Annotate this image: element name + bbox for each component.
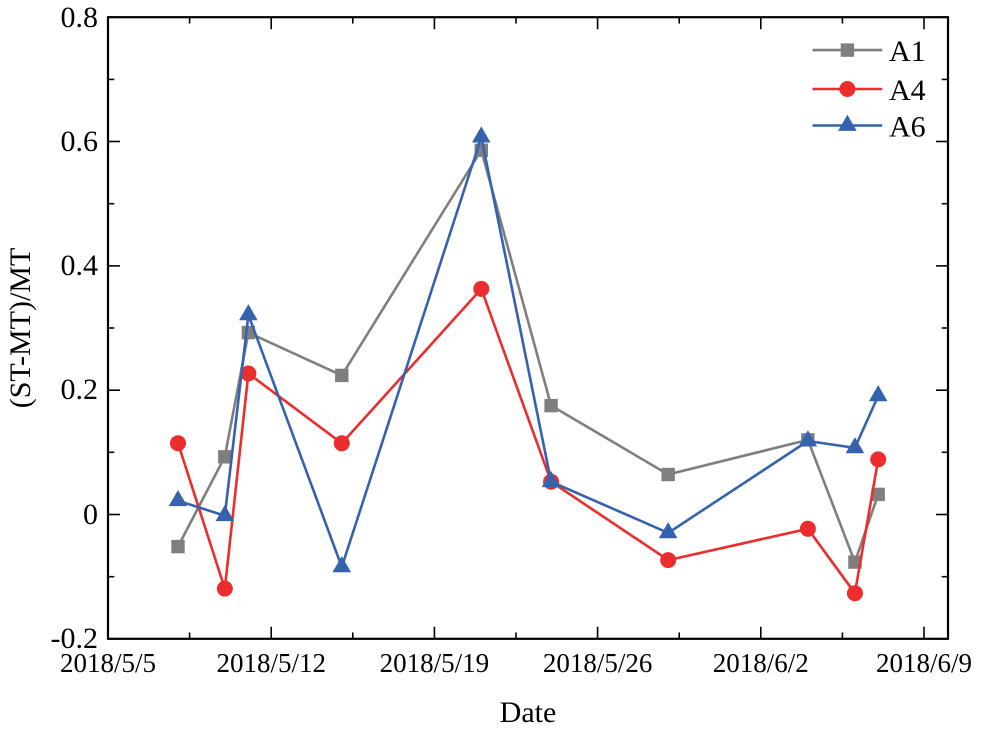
svg-text:0.6: 0.6: [61, 125, 99, 158]
svg-text:2018/6/9: 2018/6/9: [876, 648, 972, 678]
svg-text:Date: Date: [500, 696, 557, 729]
svg-text:0.2: 0.2: [61, 373, 99, 406]
svg-text:2018/5/5: 2018/5/5: [60, 648, 156, 678]
svg-text:0: 0: [83, 498, 98, 531]
svg-text:2018/5/26: 2018/5/26: [543, 648, 653, 678]
svg-text:A1: A1: [889, 35, 926, 68]
svg-text:2018/6/2: 2018/6/2: [713, 648, 809, 678]
svg-text:0.4: 0.4: [61, 249, 99, 282]
svg-text:2018/5/19: 2018/5/19: [380, 648, 490, 678]
svg-text:2018/5/12: 2018/5/12: [216, 648, 326, 678]
svg-text:A4: A4: [889, 74, 926, 107]
svg-text:(ST-MT)/MT: (ST-MT)/MT: [4, 248, 37, 409]
svg-text:0.8: 0.8: [61, 1, 99, 34]
svg-text:A6: A6: [889, 110, 926, 143]
